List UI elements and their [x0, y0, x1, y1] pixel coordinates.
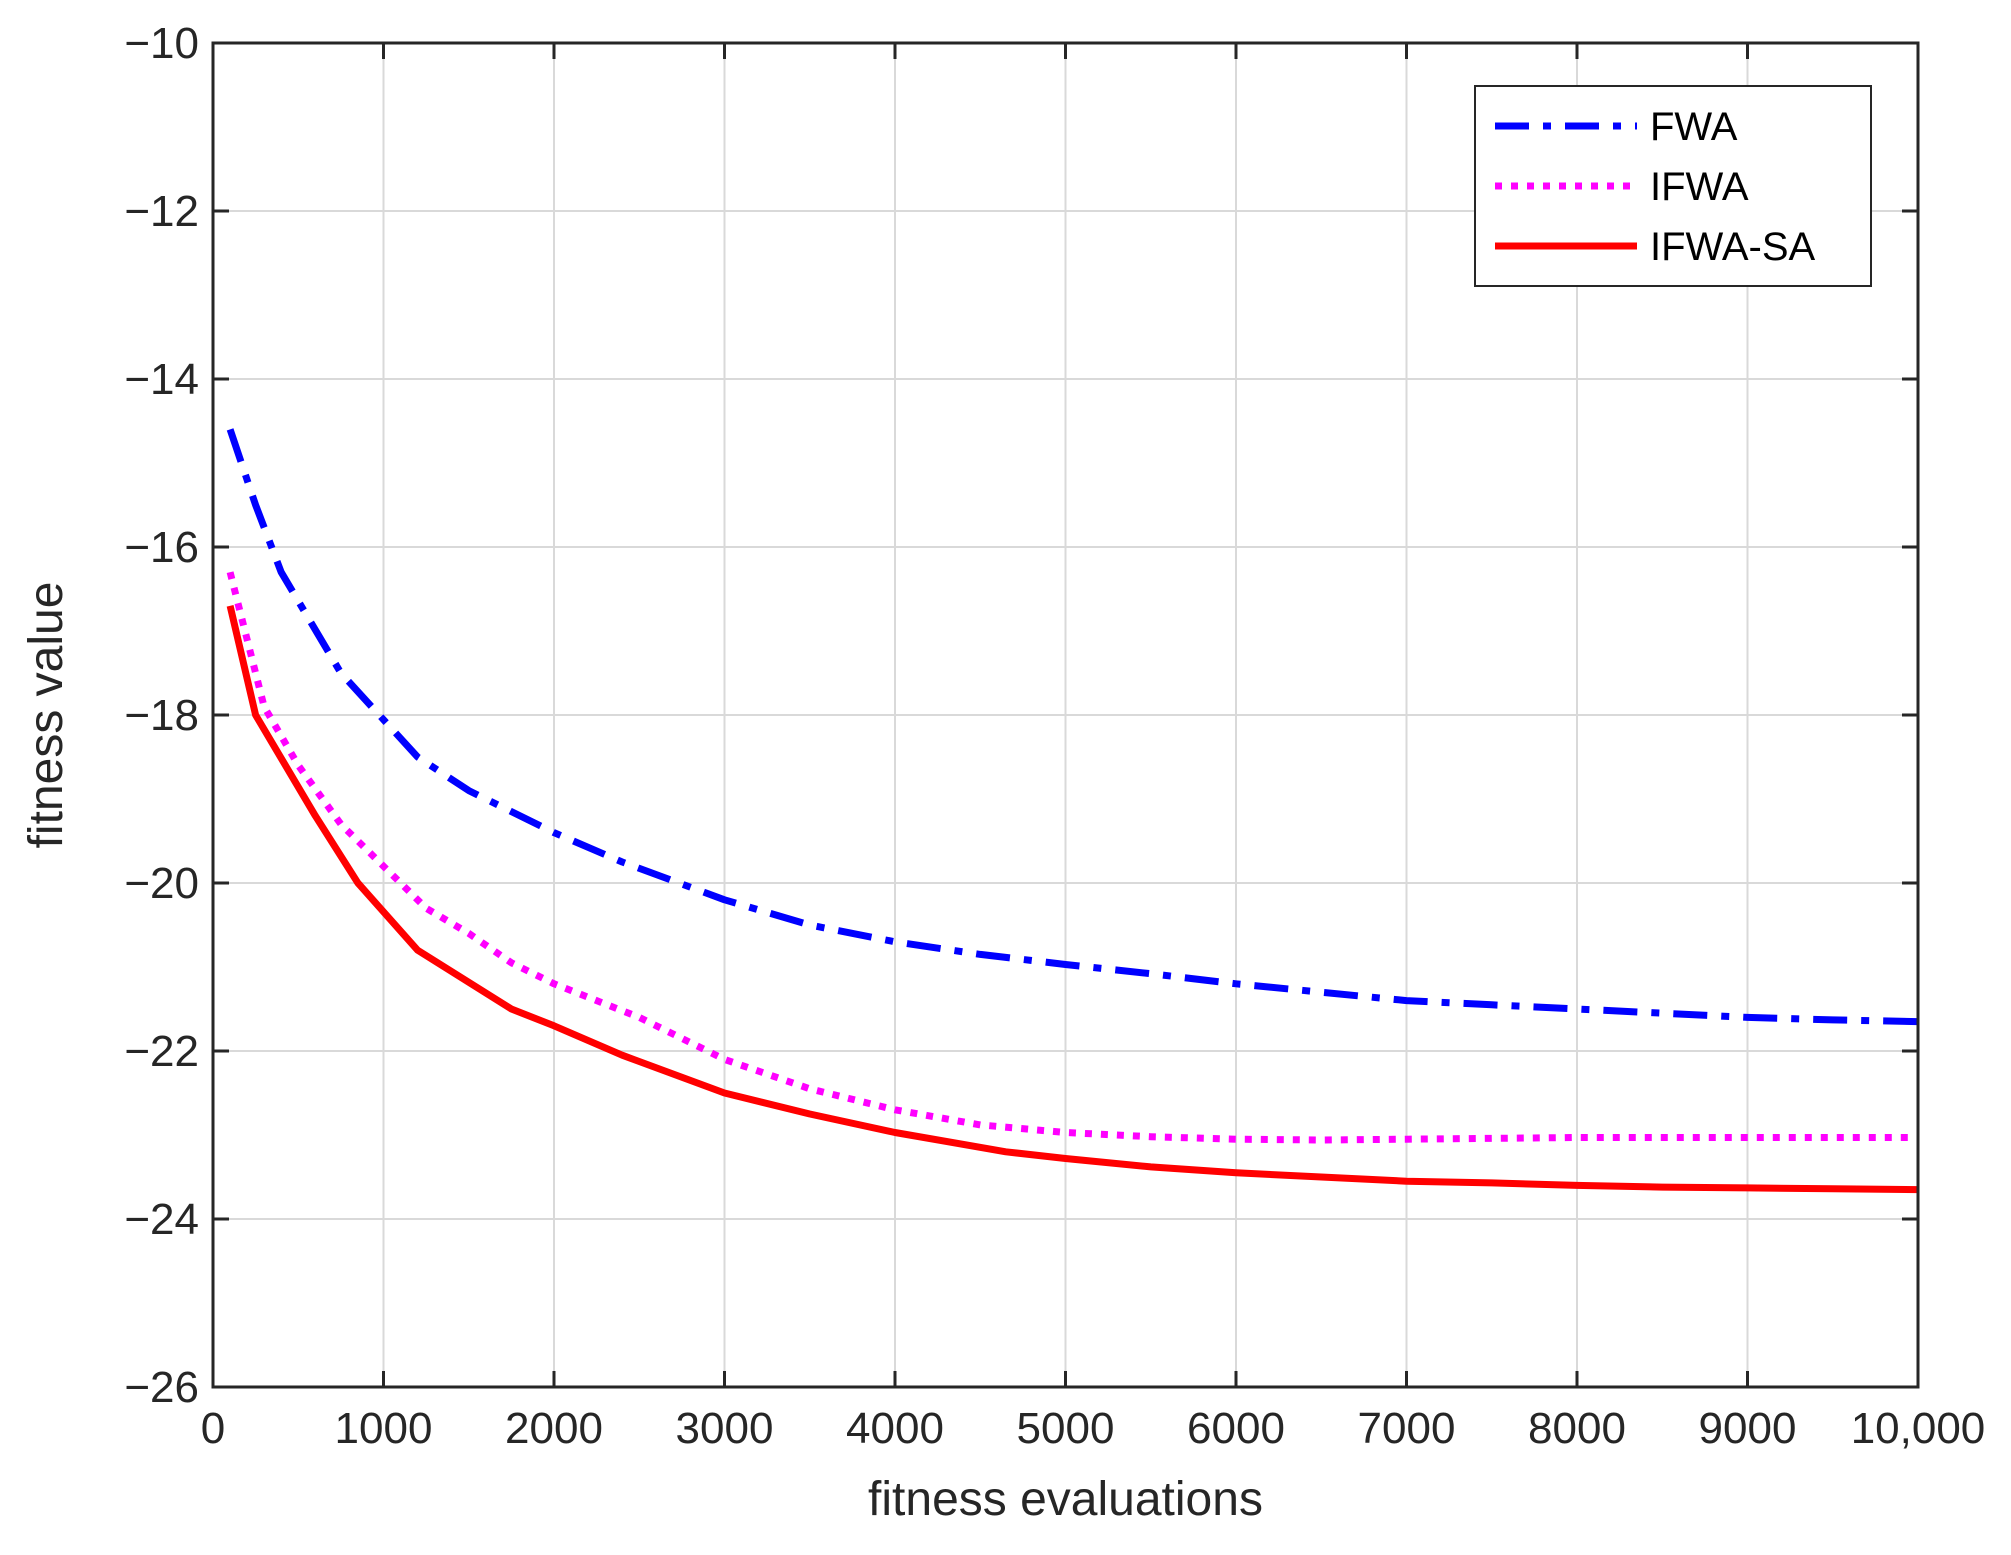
y-tick-label: −16: [124, 523, 199, 572]
legend-label-fwa: FWA: [1650, 105, 1738, 149]
series-lines: [226, 428, 1919, 1194]
y-tick-label: −26: [124, 1363, 199, 1412]
x-tick-label: 10,000: [1851, 1404, 1986, 1453]
y-tick-label: −22: [124, 1027, 199, 1076]
legend-label-ifwa-sa: IFWA-SA: [1650, 225, 1815, 269]
legend-box: [1474, 85, 1872, 287]
y-tick-label: −14: [124, 355, 199, 404]
legend-label-ifwa: IFWA: [1650, 165, 1749, 209]
series-line-fwa: [226, 428, 1919, 1026]
x-axis-ticks: 0 1000 2000 3000 4000 5000 6000 7000 8000 9000 10,…: [201, 43, 1986, 1453]
y-axis-ticks: −26 −24 −22 −20 −18 −16 −14 −12 −10: [124, 19, 1918, 1412]
x-tick-label: 7000: [1358, 1404, 1456, 1453]
series-line-ifwa-sa: [226, 605, 1919, 1194]
x-axis-label: fitness evaluations: [868, 1473, 1263, 1526]
y-axis-label: fitness value: [20, 582, 73, 849]
x-tick-label: 2000: [505, 1404, 603, 1453]
x-tick-label: 1000: [335, 1404, 433, 1453]
x-tick-label: 6000: [1187, 1404, 1285, 1453]
x-tick-label: 0: [201, 1404, 225, 1453]
y-tick-label: −24: [124, 1195, 199, 1244]
x-tick-label: 5000: [1017, 1404, 1115, 1453]
x-tick-label: 9000: [1699, 1404, 1797, 1453]
series-line-ifwa: [226, 571, 1918, 1144]
y-tick-label: −12: [124, 187, 199, 236]
y-tick-label: −10: [124, 19, 199, 68]
y-tick-label: −20: [124, 859, 199, 908]
y-tick-label: −18: [124, 691, 199, 740]
legend-items: FWA IFWA IFWA-SA: [1495, 105, 1815, 269]
x-tick-label: 4000: [846, 1404, 944, 1453]
x-tick-label: 3000: [676, 1404, 774, 1453]
x-tick-label: 8000: [1528, 1404, 1626, 1453]
legend: FWA IFWA IFWA-SA: [1474, 85, 1872, 287]
